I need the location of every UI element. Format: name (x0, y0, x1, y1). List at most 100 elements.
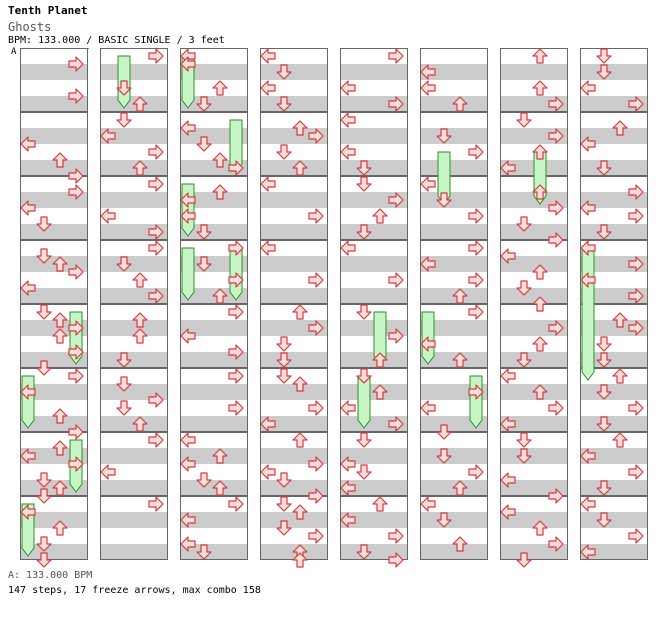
measure-frame (580, 240, 648, 304)
step-arrow (436, 448, 452, 464)
step-arrow (628, 320, 644, 336)
step-arrow (516, 112, 532, 128)
step-arrow (20, 280, 36, 296)
step-arrow (132, 160, 148, 176)
step-arrow (452, 536, 468, 552)
step-arrow (596, 224, 612, 240)
step-arrow (308, 128, 324, 144)
measure-frame (500, 432, 568, 496)
step-arrow (212, 152, 228, 168)
stripe (180, 192, 248, 208)
step-arrow (580, 200, 596, 216)
step-arrow (388, 416, 404, 432)
step-arrow (500, 368, 516, 384)
step-arrow (148, 496, 164, 512)
stripe (340, 480, 408, 496)
step-arrow (132, 416, 148, 432)
step-arrow (388, 552, 404, 568)
measure-frame (180, 112, 248, 176)
stripe (180, 320, 248, 336)
step-arrow (596, 416, 612, 432)
measure-frame (260, 432, 328, 496)
step-arrow (436, 128, 452, 144)
step-arrow (132, 272, 148, 288)
stripe (340, 224, 408, 240)
step-arrow (372, 208, 388, 224)
step-arrow (52, 440, 68, 456)
step-arrow (68, 320, 84, 336)
step-arrow (52, 152, 68, 168)
step-arrow (20, 384, 36, 400)
measure-frame (260, 368, 328, 432)
step-arrow (116, 112, 132, 128)
step-arrow (532, 520, 548, 536)
song-subtitle: Ghosts (8, 20, 52, 34)
step-arrow (596, 384, 612, 400)
step-arrow (212, 480, 228, 496)
step-arrow (148, 392, 164, 408)
stripe (580, 416, 648, 432)
step-arrow (180, 208, 196, 224)
step-arrow (532, 80, 548, 96)
step-arrow (132, 312, 148, 328)
step-arrow (468, 208, 484, 224)
step-arrow (180, 192, 196, 208)
stripe (500, 512, 568, 528)
stripe (340, 544, 408, 560)
step-arrow (116, 80, 132, 96)
step-arrow (532, 336, 548, 352)
step-arrow (532, 264, 548, 280)
step-arrow (180, 56, 196, 72)
measure-frame (100, 48, 168, 112)
step-arrow (356, 224, 372, 240)
step-arrow (516, 352, 532, 368)
step-arrow (276, 368, 292, 384)
step-arrow (196, 224, 212, 240)
step-arrow (212, 80, 228, 96)
step-arrow (116, 352, 132, 368)
step-arrow (468, 144, 484, 160)
measure-frame (580, 368, 648, 432)
stripe (260, 352, 328, 368)
stripe (260, 448, 328, 464)
step-arrow (308, 208, 324, 224)
step-arrow (340, 80, 356, 96)
step-arrow (180, 512, 196, 528)
step-arrow (436, 192, 452, 208)
stripe (500, 544, 568, 560)
stripe (260, 224, 328, 240)
stripe (340, 448, 408, 464)
step-arrow (180, 120, 196, 136)
step-arrow (20, 200, 36, 216)
stripe (100, 224, 168, 240)
step-arrow (228, 304, 244, 320)
step-arrow (596, 512, 612, 528)
chart-column (100, 48, 168, 560)
step-arrow (356, 544, 372, 560)
stripe (500, 416, 568, 432)
step-arrow (340, 480, 356, 496)
step-arrow (36, 488, 52, 504)
step-arrow (148, 176, 164, 192)
stripe (100, 288, 168, 304)
stripe (340, 288, 408, 304)
step-arrow (532, 296, 548, 312)
step-arrow (52, 520, 68, 536)
step-arrow (276, 352, 292, 368)
step-arrow (212, 184, 228, 200)
stripe (420, 128, 488, 144)
stripe (340, 128, 408, 144)
measure-frame (340, 240, 408, 304)
step-arrow (180, 432, 196, 448)
stripe (420, 256, 488, 272)
stripe (580, 160, 648, 176)
step-arrow (276, 96, 292, 112)
step-arrow (148, 240, 164, 256)
measure-frame (180, 176, 248, 240)
step-arrow (68, 264, 84, 280)
step-arrow (596, 336, 612, 352)
step-arrow (580, 496, 596, 512)
stripe (100, 480, 168, 496)
step-arrow (356, 304, 372, 320)
stripe (500, 64, 568, 80)
